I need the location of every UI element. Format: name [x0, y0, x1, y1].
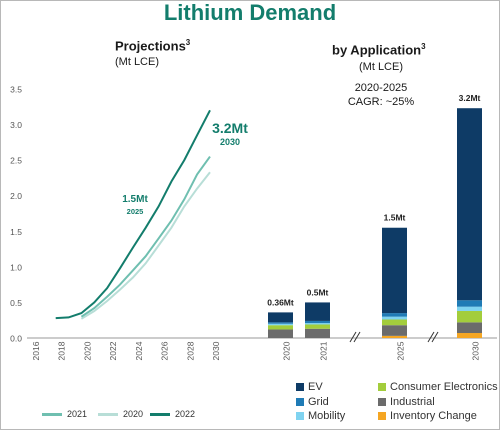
- legend-swatch: [378, 383, 386, 392]
- bar-segment-inventory-change: [457, 333, 482, 338]
- x-tick-label: 2024: [134, 341, 144, 360]
- bar-segment-ev: [457, 108, 482, 301]
- bar-segment-industrial: [457, 322, 482, 334]
- bar-segment-ev: [305, 302, 330, 321]
- bar-total-label: 3.2Mt: [459, 93, 481, 103]
- x-axis-projections: 2016 2018 2020 2022 2024 2026 2028 2030: [31, 341, 221, 360]
- series-line-2021: [80, 156, 211, 318]
- legend-swatch: [296, 412, 304, 421]
- annotation-year: 2025: [127, 207, 144, 216]
- cagr-years: 2020-2025: [354, 82, 408, 94]
- legend-swatch: [378, 398, 386, 407]
- bar-segment-mobility: [305, 323, 330, 325]
- bar-segment-grid: [268, 322, 293, 324]
- y-tick-label: 1.0: [10, 262, 22, 272]
- x-tick-label: 2030: [471, 341, 481, 360]
- application-bars: 0.36Mt 0.5Mt 1.5Mt 3.2Mt: [267, 93, 482, 338]
- application-unit: (Mt LCE): [359, 61, 403, 73]
- bar-segment-mobility: [268, 323, 293, 326]
- application-heading: by Application3: [332, 42, 426, 58]
- bar-segment-grid: [457, 300, 482, 307]
- series-line-2020: [80, 171, 211, 320]
- x-tick-label: 2018: [57, 341, 67, 360]
- projections-unit: (Mt LCE): [115, 56, 159, 68]
- legend-label: 2022: [175, 409, 196, 419]
- x-tick-label: 2025: [396, 341, 406, 360]
- x-tick-label: 2020: [282, 341, 292, 360]
- legend-line-key: [98, 413, 118, 417]
- x-tick-label: 2028: [185, 341, 195, 360]
- legend-label: Consumer Electronics: [390, 381, 498, 393]
- bar-segment-consumer-electronics: [305, 324, 330, 329]
- x-tick-label: 2016: [31, 341, 41, 360]
- series-line-2022: [55, 109, 211, 320]
- legend-item-2021: 2021: [42, 409, 87, 419]
- x-axis-application: 2020 2021 2025 2030: [282, 331, 481, 360]
- legend-label: Grid: [308, 396, 329, 408]
- y-tick-label: 0.0: [10, 334, 22, 344]
- legend-item-mobility: Mobility: [296, 410, 345, 422]
- projection-lines: [55, 109, 211, 320]
- legend-label: 2020: [123, 409, 144, 419]
- legend-label: 2021: [67, 409, 88, 419]
- axis-break-mark: [353, 331, 361, 343]
- legend-label: Inventory Change: [390, 410, 477, 422]
- bar-segment-industrial: [382, 325, 407, 336]
- axis-break-mark: [431, 331, 439, 343]
- bar-total-label: 0.36Mt: [267, 297, 294, 307]
- y-tick-label: 3.5: [10, 85, 22, 95]
- legend-swatch: [378, 412, 386, 421]
- y-tick-label: 2.0: [10, 191, 22, 201]
- bar-segment-consumer-electronics: [457, 310, 482, 323]
- page-title: Lithium Demand: [163, 0, 337, 25]
- annotation-value: 1.5Mt: [122, 194, 148, 205]
- bar-segment-industrial: [305, 328, 330, 338]
- legend-swatch: [296, 383, 304, 392]
- legend-item-inventory-change: Inventory Change: [378, 410, 477, 422]
- bar-segment-industrial: [268, 329, 293, 338]
- x-tick-label: 2020: [82, 341, 92, 360]
- legend-item-grid: Grid: [296, 396, 329, 408]
- axis-break-mark: [427, 331, 435, 343]
- y-tick-label: 3.0: [10, 120, 22, 130]
- axis-break-mark: [349, 331, 357, 343]
- legend-swatch: [296, 398, 304, 407]
- bar-segment-mobility: [457, 306, 482, 311]
- legend-label: Mobility: [308, 410, 346, 422]
- x-tick-label: 2021: [319, 341, 329, 360]
- bar-segment-ev: [268, 312, 293, 323]
- y-axis: 0.0 0.5 1.0 1.5 2.0 2.5 3.0 3.5: [10, 85, 497, 344]
- bar-segment-grid: [305, 320, 330, 324]
- y-tick-label: 1.5: [10, 227, 22, 237]
- legend-label: EV: [308, 381, 323, 393]
- cagr-value: CAGR: ~25%: [347, 96, 415, 108]
- bar-segment-inventory-change: [382, 335, 407, 338]
- annotation-year: 2030: [220, 137, 240, 147]
- bar-segment-mobility: [382, 316, 407, 320]
- bar-segment-consumer-electronics: [268, 325, 293, 330]
- projections-heading: Projections3: [115, 38, 191, 54]
- bar-segment-consumer-electronics: [382, 319, 407, 326]
- legend-item-ev: EV: [296, 381, 323, 393]
- legend-label: Industrial: [390, 396, 435, 408]
- bar-segment-grid: [382, 313, 407, 317]
- legend-line-key: [150, 413, 170, 417]
- annotation-value: 3.2Mt: [212, 120, 248, 136]
- bar-segment-ev: [382, 227, 407, 314]
- x-tick-label: 2026: [160, 341, 170, 360]
- legend-item-consumer-electronics: Consumer Electronics: [378, 381, 498, 393]
- cagr-note: 2020-2025 CAGR: ~25%: [345, 81, 417, 109]
- legend-line-key: [42, 413, 62, 417]
- bar-total-label: 0.5Mt: [307, 287, 329, 297]
- y-tick-label: 2.5: [10, 156, 22, 166]
- x-tick-label: 2022: [108, 341, 118, 360]
- legend-item-2022: 2022: [150, 409, 195, 419]
- bar-total-label: 1.5Mt: [384, 213, 406, 223]
- legend-item-2020: 2020: [98, 409, 143, 419]
- y-tick-label: 0.5: [10, 298, 22, 308]
- legend-item-industrial: Industrial: [378, 396, 435, 408]
- x-tick-label: 2030: [211, 341, 221, 360]
